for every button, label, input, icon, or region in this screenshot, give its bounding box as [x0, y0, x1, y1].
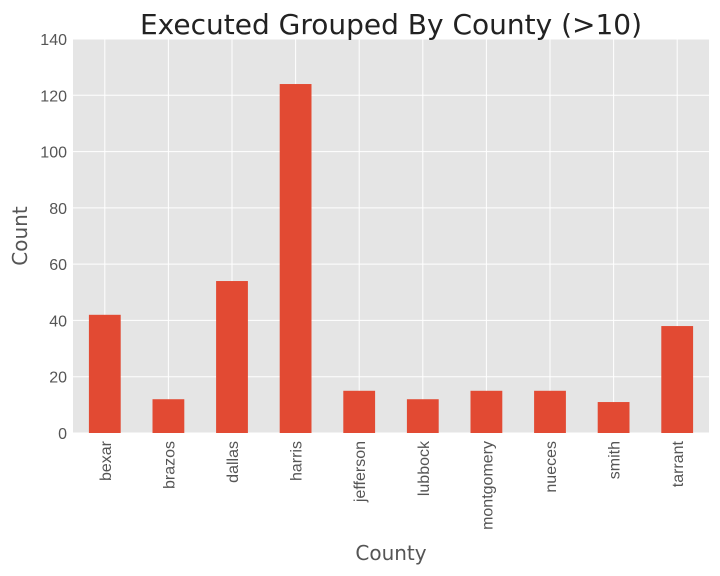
x-tick-label-dallas: dallas — [225, 441, 242, 483]
bar-jefferson — [343, 390, 376, 433]
x-tick-label-bexar: bexar — [98, 440, 115, 481]
plot-area — [73, 39, 709, 433]
chart-title: Executed Grouped By County (>10) — [140, 8, 642, 41]
bar-bexar — [88, 314, 121, 433]
x-tick-label-smith: smith — [607, 441, 624, 479]
bar-montgomery — [470, 390, 503, 433]
x-tick-label-nueces: nueces — [543, 441, 560, 493]
bars — [88, 84, 694, 434]
x-tick-label-tarrant: tarrant — [670, 440, 687, 487]
x-tick-label-harris: harris — [289, 441, 306, 481]
y-tick-label: 20 — [49, 370, 67, 387]
x-tick-label-lubbock: lubbock — [416, 440, 433, 496]
y-tick-label: 120 — [40, 88, 67, 105]
bar-dallas — [216, 281, 248, 433]
y-tick-label: 60 — [49, 257, 67, 274]
y-tick-label: 0 — [58, 426, 67, 443]
bar-smith — [597, 402, 630, 433]
y-axis-label: Count — [8, 206, 32, 266]
y-tick-label: 80 — [49, 201, 67, 218]
bar-tarrant — [661, 326, 694, 433]
y-tick-label: 100 — [40, 145, 67, 162]
x-tick-label-brazos: brazos — [161, 441, 178, 489]
x-axis-ticks: bexar brazos dallas harris jefferson lubbock m… — [98, 440, 687, 530]
x-tick-label-montgomery: montgomery — [479, 441, 496, 530]
bar-lubbock — [406, 399, 439, 433]
y-axis-ticks: 0 20 40 60 80 100 120 140 — [40, 32, 67, 443]
y-tick-label: 140 — [40, 32, 67, 49]
x-tick-label-jefferson: jefferson — [352, 441, 369, 503]
x-axis-label: County — [355, 541, 426, 565]
y-tick-label: 40 — [49, 313, 67, 330]
bar-nueces — [534, 390, 566, 433]
bar-brazos — [152, 399, 185, 433]
bar-harris — [279, 84, 312, 434]
